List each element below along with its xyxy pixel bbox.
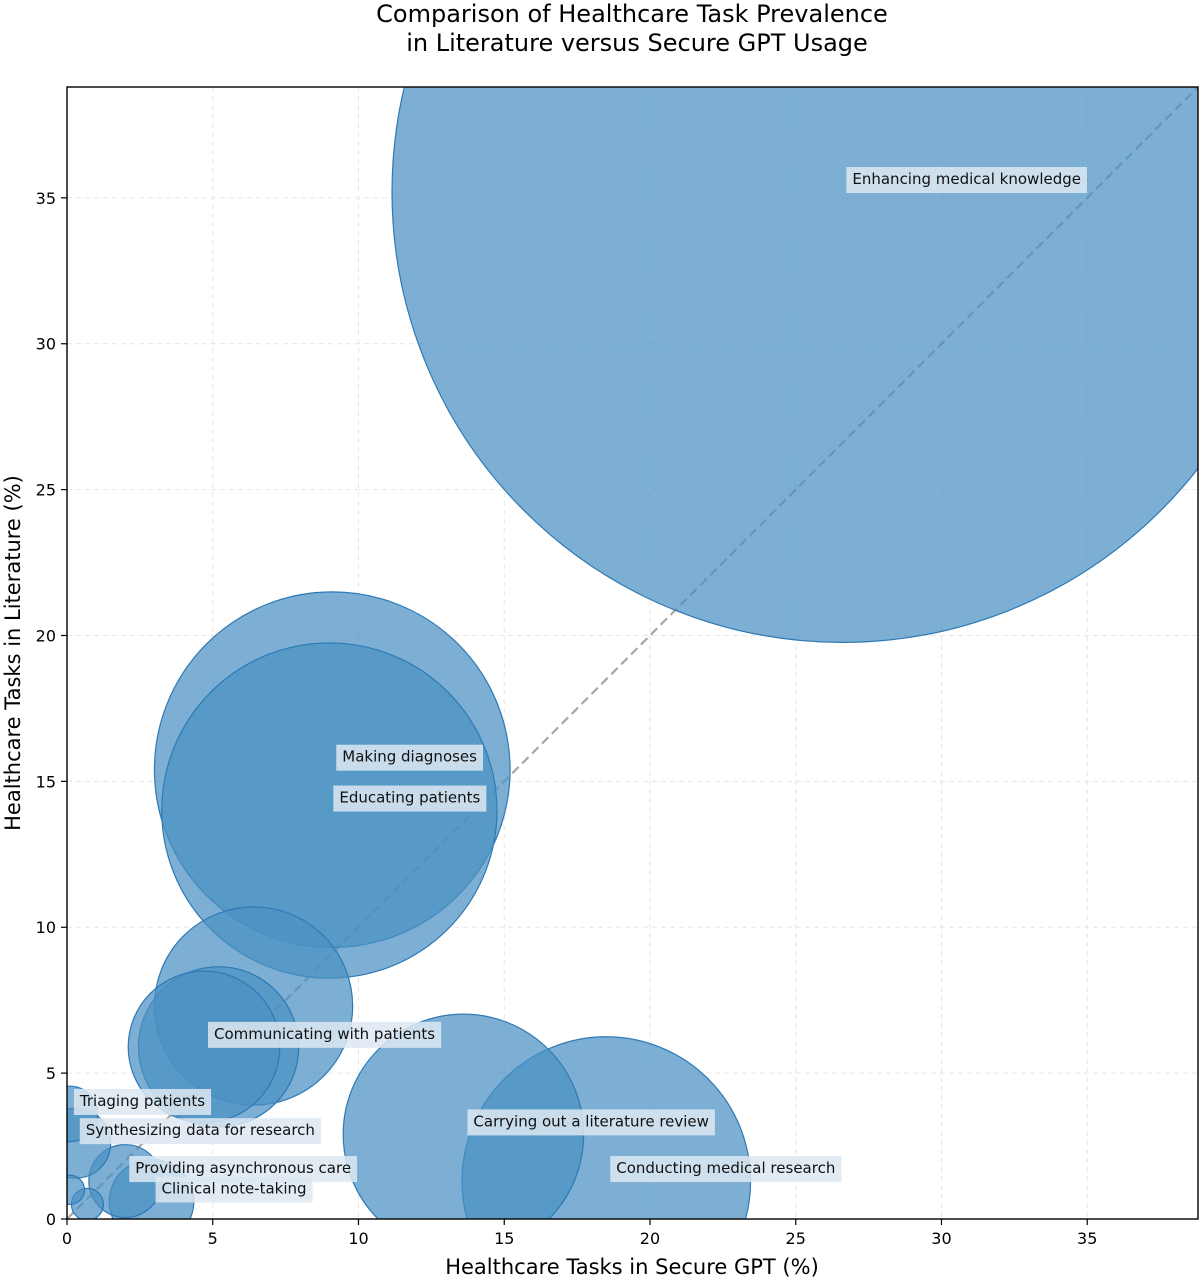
point-label-background [846, 167, 1088, 194]
point-label: Clinical note-taking [155, 1176, 313, 1203]
chart-title-line-2: in Literature versus Secure GPT Usage [406, 29, 868, 57]
point-label-text: Making diagnoses [342, 748, 477, 766]
point-label-text: Clinical note-taking [162, 1179, 307, 1197]
point-label-background [73, 1088, 212, 1115]
bubble-point [67, 1174, 86, 1205]
point-label-background [333, 785, 487, 812]
point-label-background [336, 744, 483, 771]
y-axis-label: Healthcare Tasks in Literature (%) [1, 475, 25, 831]
plot-frame [66, 86, 1199, 1220]
point-label-background [79, 1118, 321, 1145]
x-tick-label: 25 [786, 1229, 806, 1248]
y-tick-label: 0 [46, 1210, 56, 1229]
y-tick-label: 30 [36, 335, 56, 354]
point-label: Triaging patients [73, 1088, 212, 1115]
x-tick-label: 20 [640, 1229, 660, 1248]
y-tick-label: 35 [36, 189, 56, 208]
point-label-background [610, 1156, 842, 1183]
y-tick-label: 5 [46, 1064, 56, 1083]
point-label-text: Educating patients [339, 789, 480, 807]
bubble-layer [67, 87, 1198, 1219]
bubble-point [391, 87, 1198, 643]
point-label: Synthesizing data for research [79, 1118, 321, 1145]
x-tick-label: 15 [494, 1229, 514, 1248]
point-label-background [467, 1109, 715, 1136]
point-label-text: Carrying out a literature review [473, 1112, 709, 1130]
point-label-text: Triaging patients [79, 1092, 205, 1110]
point-label: Educating patients [333, 785, 487, 812]
point-label-layer: Enhancing medical knowledge Making diagno… [73, 167, 1088, 1203]
x-tick-label: 35 [1077, 1229, 1097, 1248]
x-axis-label: Healthcare Tasks in Secure GPT (%) [445, 1255, 819, 1279]
point-label: Making diagnoses [336, 744, 483, 771]
point-label: Conducting medical research [610, 1156, 842, 1183]
point-label-background [155, 1176, 313, 1203]
point-label: Enhancing medical knowledge [846, 167, 1088, 194]
y-tick-label: 25 [36, 481, 56, 500]
point-label-text: Enhancing medical knowledge [852, 170, 1081, 188]
y-tick-label: 10 [36, 918, 56, 937]
x-tick-label: 0 [62, 1229, 72, 1248]
y-tick-label: 15 [36, 772, 56, 791]
point-label-text: Conducting medical research [616, 1159, 835, 1177]
axis-ticks: 0 5 10 15 20 25 30 35 0 5 10 15 20 25 30 35 [36, 189, 1098, 1248]
x-tick-label: 5 [208, 1229, 218, 1248]
x-tick-label: 10 [348, 1229, 368, 1248]
point-label: Carrying out a literature review [467, 1109, 715, 1136]
point-label-text: Synthesizing data for research [86, 1121, 315, 1139]
x-tick-label: 30 [931, 1229, 951, 1248]
chart-title-line-1: Comparison of Healthcare Task Prevalence [376, 0, 888, 28]
y-tick-label: 20 [36, 626, 56, 645]
point-label: Communicating with patients [208, 1021, 442, 1048]
point-label-background [208, 1021, 442, 1048]
point-label-text: Providing asynchronous care [135, 1159, 351, 1177]
point-label-text: Communicating with patients [214, 1025, 435, 1043]
